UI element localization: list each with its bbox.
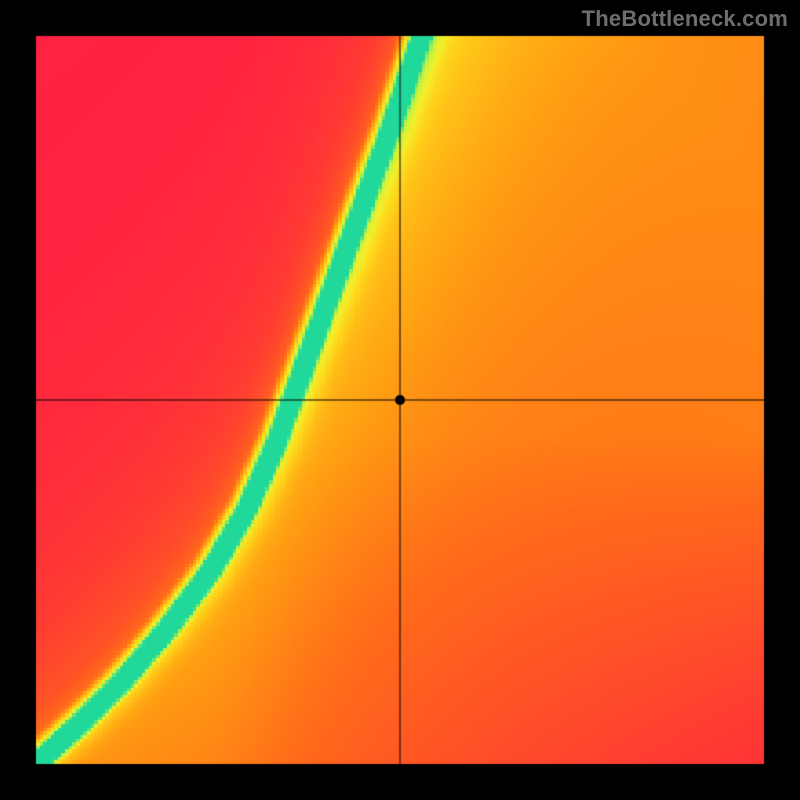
heatmap-canvas bbox=[0, 0, 800, 800]
watermark-text: TheBottleneck.com bbox=[582, 6, 788, 32]
heatmap-chart: TheBottleneck.com bbox=[0, 0, 800, 800]
